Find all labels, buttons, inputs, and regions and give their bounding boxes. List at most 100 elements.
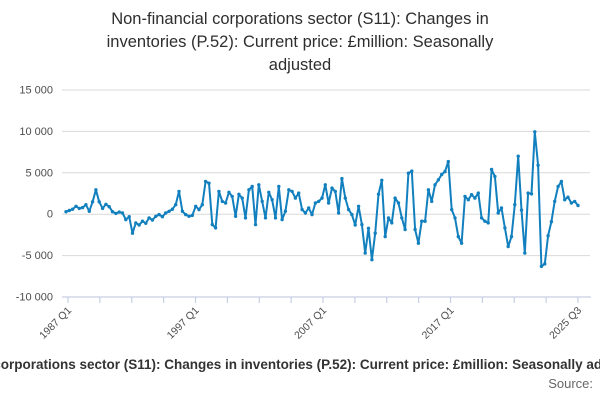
y-axis-tick-label: -5 000 [22, 250, 53, 262]
data-point-marker [273, 216, 278, 220]
data-point-marker [529, 192, 534, 196]
data-point-marker [250, 184, 254, 189]
data-point-marker [346, 207, 351, 212]
data-point-marker [413, 227, 417, 232]
data-point-marker [140, 219, 145, 223]
data-point-marker [277, 184, 281, 189]
data-point-marker [453, 216, 457, 220]
data-point-marker [423, 219, 427, 223]
data-point-marker [576, 203, 580, 208]
data-point-marker [80, 205, 85, 210]
data-point-marker [297, 191, 301, 195]
data-point-marker [230, 194, 234, 199]
data-point-marker [67, 208, 72, 213]
data-point-marker [360, 222, 364, 227]
data-point-marker [253, 222, 258, 227]
data-point-marker [290, 189, 294, 194]
data-point-marker [519, 208, 524, 212]
data-point-marker [100, 206, 105, 211]
data-point-marker [446, 159, 450, 164]
data-point-marker [443, 169, 447, 174]
data-point-marker [333, 189, 337, 194]
footer-series-caption: Non-financial corporations sector (S11):… [0, 357, 600, 375]
data-point-marker [503, 226, 507, 230]
data-point-marker [573, 199, 577, 204]
data-point-marker [433, 183, 437, 187]
data-point-marker [233, 214, 238, 218]
data-point-marker [127, 215, 131, 219]
data-point-marker [174, 203, 178, 207]
data-point-marker [223, 201, 228, 205]
data-point-marker [74, 204, 78, 208]
data-point-marker [459, 241, 464, 245]
data-point-marker [400, 216, 404, 220]
data-point-marker [110, 210, 115, 214]
data-point-marker [489, 167, 494, 172]
data-point-marker [426, 188, 431, 192]
data-point-marker [194, 204, 198, 208]
data-point-marker [466, 198, 470, 202]
data-point-marker [523, 251, 527, 255]
data-point-marker [240, 196, 244, 200]
data-point-marker [469, 193, 474, 197]
data-point-marker [130, 231, 135, 235]
data-point-marker [197, 207, 201, 212]
data-point-marker [496, 211, 500, 215]
data-point-marker [97, 200, 101, 204]
data-point-marker [549, 220, 554, 224]
data-point-marker [190, 213, 194, 218]
data-point-marker [237, 192, 241, 196]
data-point-marker [310, 212, 314, 217]
data-point-marker [396, 201, 401, 205]
data-point-marker [420, 219, 424, 223]
data-point-marker [476, 191, 480, 195]
y-axis-tick-label: 5 000 [25, 167, 53, 179]
data-point-marker [104, 202, 108, 206]
data-point-marker [483, 219, 487, 223]
source-label: Source: [548, 376, 593, 391]
data-point-marker [150, 218, 155, 222]
data-point-marker [307, 206, 311, 210]
data-point-marker [463, 194, 467, 199]
data-point-marker [180, 209, 185, 213]
data-point-marker [566, 195, 570, 199]
data-point-marker [203, 179, 208, 184]
data-point-marker [499, 206, 504, 210]
data-point-marker [187, 214, 191, 218]
data-point-marker [370, 258, 374, 262]
data-point-marker [263, 216, 268, 220]
data-point-marker [213, 226, 218, 230]
data-point-marker [390, 221, 394, 225]
y-axis-tick-label: 10 000 [19, 126, 53, 138]
data-point-marker [217, 189, 221, 194]
data-point-marker [536, 163, 540, 167]
data-point-marker [410, 169, 414, 173]
data-point-marker [200, 203, 204, 207]
data-point-marker [353, 223, 357, 227]
data-point-marker [154, 214, 158, 218]
data-point-marker [207, 181, 211, 185]
data-point-marker [64, 210, 68, 214]
data-point-marker [283, 209, 288, 213]
x-axis-tick-label: 2017 Q1 [420, 305, 457, 342]
data-point-marker [543, 262, 547, 266]
data-point-marker [553, 199, 557, 204]
data-point-marker [293, 196, 298, 200]
data-point-marker [260, 199, 264, 204]
data-point-marker [114, 211, 118, 216]
data-point-marker [380, 178, 384, 182]
data-point-marker [107, 205, 111, 209]
data-point-marker [509, 234, 514, 239]
data-point-marker [546, 234, 550, 238]
data-point-marker [479, 216, 484, 220]
data-point-marker [373, 231, 377, 235]
data-point-marker [393, 196, 397, 200]
data-point-marker [87, 209, 92, 213]
data-point-marker [363, 251, 367, 255]
data-point-marker [403, 227, 407, 232]
x-axis-tick-label: 2007 Q1 [292, 305, 329, 342]
data-point-marker [313, 201, 318, 205]
data-point-marker [569, 201, 574, 205]
data-point-marker [486, 221, 490, 225]
data-point-marker [134, 221, 138, 225]
